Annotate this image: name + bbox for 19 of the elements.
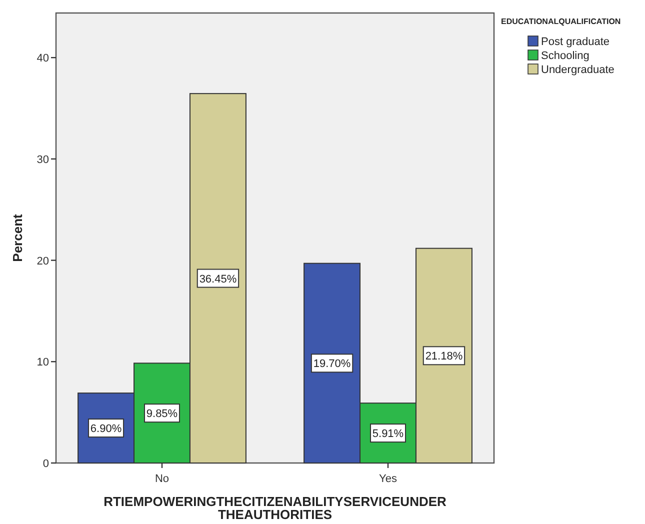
data-label: 9.85% [146,408,178,420]
data-label: 36.45% [199,273,237,286]
y-axis-title: Percent [10,213,25,262]
data-label: 19.70% [313,358,351,370]
x-axis-title: RTIEMPOWERINGTHECITIZENABILITYSERVICEUNDER THEAUTHORITIES [104,494,448,522]
x-tick-label: Yes [379,473,398,485]
y-tick-label: 0 [42,458,49,470]
y-tick-label: 20 [36,255,49,268]
legend-label: Post graduate [541,36,610,48]
legend-label: Schooling [541,50,590,62]
legend-label: Undergraduate [541,64,614,76]
data-label: 21.18% [425,350,463,363]
data-label: 6.90% [90,423,122,436]
y-tick-label: 30 [36,154,49,166]
x-tick-label: No [154,473,170,485]
y-tick-label: 40 [36,52,49,65]
legend-title: EDUCATIONALQUALIFICATION [501,17,621,26]
data-label: 5.91% [372,428,404,440]
y-tick-label: 10 [36,356,49,369]
